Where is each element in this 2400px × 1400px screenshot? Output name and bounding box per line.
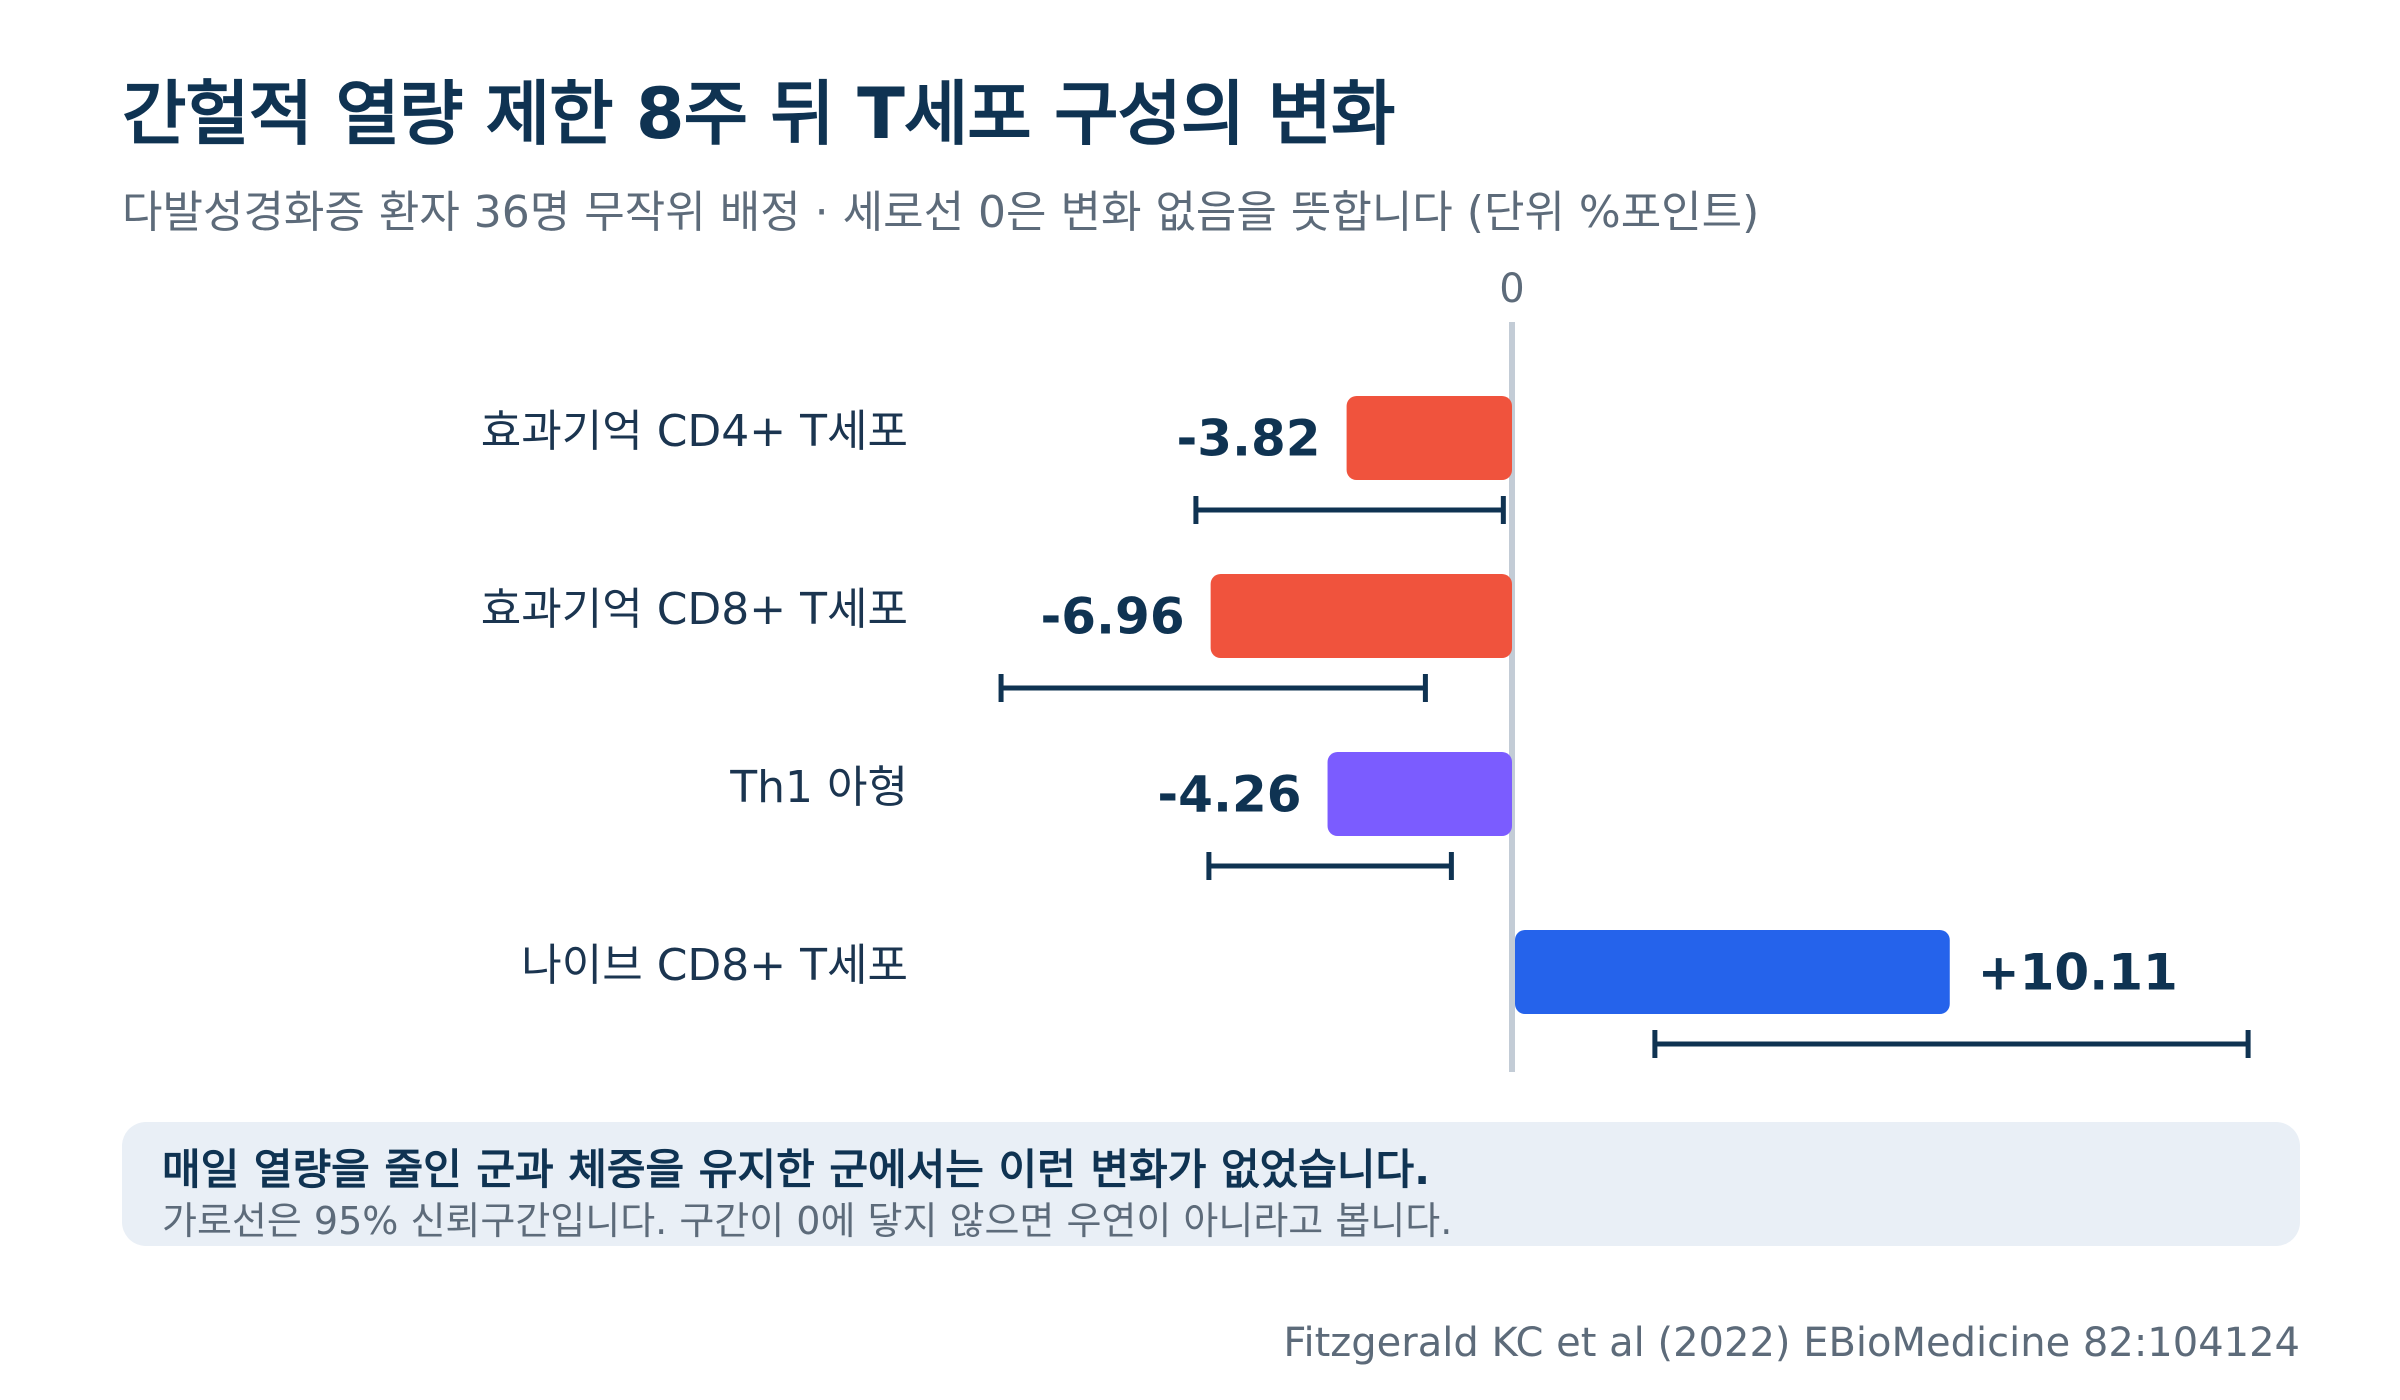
chart-subtitle: 다발성경화증 환자 36명 무작위 배정 · 세로선 0은 변화 없음을 뜻합니… <box>122 187 1760 238</box>
note-box: 매일 열량을 줄인 군과 체중을 유지한 군에서는 이런 변화가 없었습니다. … <box>122 1122 2300 1246</box>
value-label: -6.96 <box>1041 588 1185 646</box>
note-sub-text: 가로선은 95% 신뢰구간입니다. 구간이 0에 닿지 않으면 우연이 아니라고… <box>162 1199 1453 1243</box>
category-label: 효과기억 CD8+ T세포 <box>481 584 908 635</box>
category-label: Th1 아형 <box>729 762 908 813</box>
bar <box>1210 574 1512 658</box>
zero-axis-label: 0 <box>1499 266 1524 312</box>
category-label: 나이브 CD8+ T세포 <box>521 940 908 991</box>
value-label: +10.11 <box>1978 944 2178 1002</box>
bar <box>1346 396 1512 480</box>
bar-chart: 0 효과기억 CD4+ T세포 -3.82 효과기억 CD8+ T세포 -6.96 Th1… <box>481 266 2251 1072</box>
source-citation: Fitzgerald KC et al (2022) EBioMedicine … <box>1283 1320 2300 1366</box>
chart-title: 간헐적 열량 제한 8주 뒤 T세포 구성의 변화 <box>122 73 1395 155</box>
note-main-text: 매일 열량을 줄인 군과 체중을 유지한 군에서는 이런 변화가 없었습니다. <box>162 1145 1431 1194</box>
bar <box>1327 752 1512 836</box>
bar <box>1515 930 1950 1014</box>
value-label: -3.82 <box>1176 410 1320 468</box>
category-label: 효과기억 CD4+ T세포 <box>481 406 908 457</box>
value-label: -4.26 <box>1157 766 1301 824</box>
